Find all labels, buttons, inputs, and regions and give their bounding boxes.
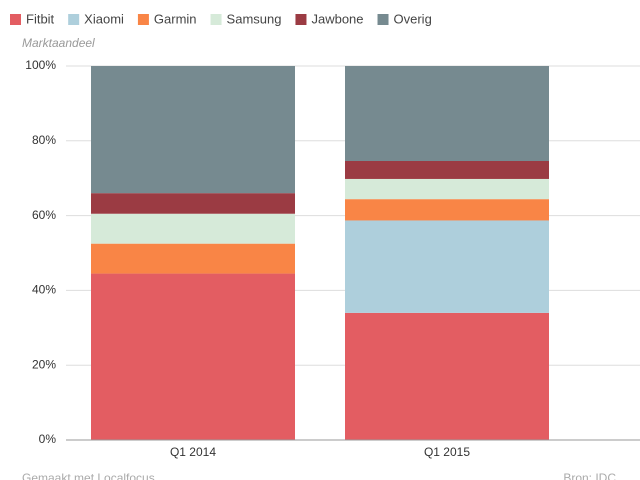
legend-swatch [68,14,80,25]
legend-swatch [210,14,222,25]
legend-label: Samsung [227,11,282,26]
credit: Gemaakt met Localfocus [22,471,155,480]
bar-segment [345,312,549,440]
y-tick-label: 40% [32,283,56,297]
legend-swatch [295,14,307,25]
source: Bron: IDC [563,471,616,480]
legend-swatch [137,14,149,25]
bar-segment [345,66,549,161]
x-tick-label: Q1 2015 [424,445,470,459]
x-tick-label: Q1 2014 [170,445,216,459]
bar-segment [345,220,549,313]
bar-segment [345,178,549,200]
y-tick-label: 80% [32,133,56,147]
y-tick-label: 20% [32,357,56,371]
legend-label: Fitbit [26,11,55,26]
y-tick-label: 0% [39,432,57,446]
bar-segment [91,193,295,214]
bar-segment [345,199,549,221]
legend: Fitbit Xiaomi Garmin Samsung Jawbone Overig [10,11,432,26]
bar-segment [345,160,549,179]
y-tick-label: 100% [25,58,56,72]
legend-label: Overig [394,11,432,26]
legend-label: Jawbone [311,11,363,26]
y-axis-title: Marktaandeel [22,36,95,50]
legend-swatch [377,14,389,25]
y-tick-label: 60% [32,208,56,222]
bar-segment [91,213,295,244]
legend-label: Garmin [154,11,197,26]
bar-segment [91,273,295,440]
legend-label: Xiaomi [84,11,124,26]
legend-swatch [10,14,21,25]
bar-segment [91,243,295,274]
bar-segment [91,66,295,194]
